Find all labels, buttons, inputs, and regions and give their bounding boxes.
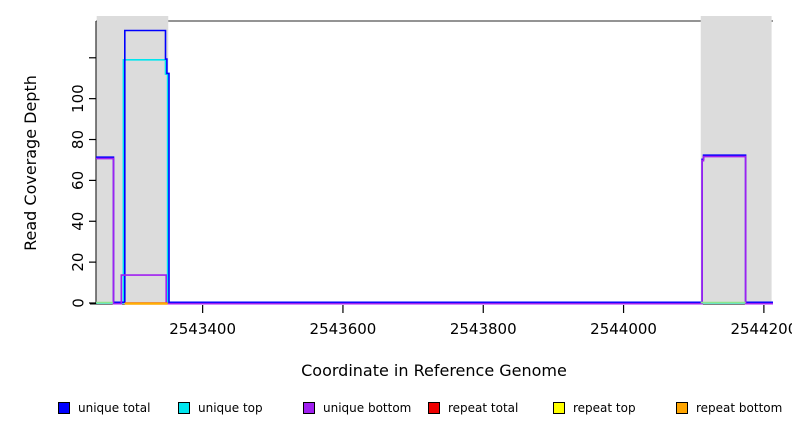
highlight-band — [700, 16, 772, 304]
legend-swatch-icon — [303, 402, 315, 414]
legend-swatch-icon — [58, 402, 70, 414]
legend: unique total unique top unique bottom repea… — [0, 398, 792, 422]
x-tick-label: 2544000 — [590, 320, 657, 338]
y-tick-label: 100 — [69, 84, 87, 113]
legend-item-repeat-bottom: repeat bottom — [676, 398, 782, 418]
legend-swatch-icon — [553, 402, 565, 414]
legend-label: repeat bottom — [696, 401, 783, 415]
series-unique-bottom — [96, 155, 773, 305]
x-tick-label: 2543400 — [169, 320, 236, 338]
legend-label: unique bottom — [323, 401, 412, 415]
y-tick-label: 60 — [69, 171, 87, 190]
legend-item-unique-total: unique total — [58, 398, 150, 418]
legend-item-unique-bottom: unique bottom — [303, 398, 411, 418]
legend-item-repeat-total: repeat total — [428, 398, 518, 418]
legend-swatch-icon — [428, 402, 440, 414]
highlight-band — [96, 16, 169, 304]
legend-label: unique top — [198, 401, 263, 415]
y-tick-label: 0 — [69, 298, 87, 308]
legend-swatch-icon — [676, 402, 688, 414]
legend-label: repeat total — [448, 401, 519, 415]
y-tick-label: 40 — [69, 212, 87, 231]
legend-label: unique total — [78, 401, 151, 415]
legend-label: repeat top — [573, 401, 636, 415]
y-tick-label: 80 — [69, 130, 87, 149]
y-axis-title: Read Coverage Depth — [21, 75, 40, 251]
y-tick-label: 20 — [69, 253, 87, 272]
series-unique-top — [96, 58, 773, 304]
x-axis-title: Coordinate in Reference Genome — [301, 361, 567, 380]
legend-item-repeat-top: repeat top — [553, 398, 636, 418]
legend-swatch-icon — [178, 402, 190, 414]
x-tick-label: 2543800 — [450, 320, 517, 338]
series-unique-total — [96, 29, 773, 304]
x-tick-label: 2544200 — [730, 320, 792, 338]
legend-item-unique-top: unique top — [178, 398, 263, 418]
x-tick-label: 2543600 — [310, 320, 377, 338]
